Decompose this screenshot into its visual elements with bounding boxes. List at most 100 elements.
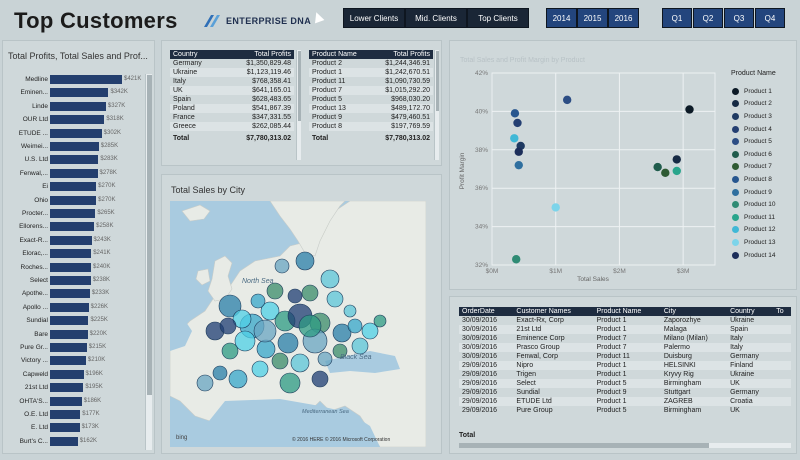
customer-bar[interactable]	[50, 182, 97, 192]
city-bubble[interactable]	[253, 319, 277, 343]
scatter-point[interactable]	[562, 95, 572, 105]
customer-bar-chart[interactable]: Medline $421K Eminen... $342K Linde $327K OUR …	[3, 74, 143, 454]
sales-map[interactable]: North Sea Black Sea Mediterranean Sea bi…	[170, 201, 426, 447]
year-2016-button[interactable]: 2016	[608, 8, 639, 28]
city-bubble[interactable]	[317, 351, 333, 367]
legend-item[interactable]: Product 6	[732, 148, 796, 161]
city-bubble[interactable]	[228, 369, 248, 389]
customer-bar[interactable]	[50, 383, 84, 393]
orders-header[interactable]: Country	[727, 307, 774, 316]
customer-bar-row[interactable]: Bare $220K	[3, 329, 143, 340]
city-bubble[interactable]	[326, 290, 344, 308]
scatter-point[interactable]	[685, 105, 694, 114]
customer-bar[interactable]	[50, 101, 106, 111]
customer-bar[interactable]	[50, 356, 86, 366]
product-profits-table[interactable]: Product Name Total Profits Product 2 $1,24…	[309, 50, 433, 143]
customer-bar-row[interactable]: Roches... $240K	[3, 262, 143, 273]
customer-bar-row[interactable]: Apollo ... $226K	[3, 302, 143, 313]
city-bubble[interactable]	[298, 314, 322, 338]
orders-hscroll-thumb[interactable]	[459, 443, 709, 448]
table-row[interactable]: 29/09/2016 ETUDE Ltd Product 1 ZAGREB Croati…	[459, 397, 791, 406]
customer-bar[interactable]	[50, 436, 78, 446]
table-row[interactable]: Italy $768,358.41	[170, 77, 294, 86]
customer-bar-row[interactable]: Capweld $196K	[3, 369, 143, 380]
q2-button[interactable]: Q2	[693, 8, 723, 28]
table-row[interactable]: Product 5 $968,030.20	[309, 95, 433, 104]
customer-bar[interactable]	[50, 276, 91, 285]
bar-scrollbar[interactable]	[145, 74, 152, 450]
city-bubble[interactable]	[343, 304, 357, 318]
table-row[interactable]: 30/09/2016 Exact-Rx, Corp Product 1 Zaporoz…	[459, 316, 791, 325]
table-row[interactable]: Product 13 $489,172.70	[309, 104, 433, 113]
top-clients-button[interactable]: Top Clients	[467, 8, 529, 28]
table-row[interactable]: Germany $1,350,829.48	[170, 59, 294, 68]
customer-bar-row[interactable]: Apothe... $233K	[3, 288, 143, 299]
customer-bar[interactable]	[50, 209, 96, 218]
customer-bar-row[interactable]: OUR Ltd $318K	[3, 114, 143, 125]
scatter-point[interactable]	[514, 160, 523, 170]
customer-bar-row[interactable]: Select $238K	[3, 275, 143, 286]
city-bubble[interactable]	[218, 294, 242, 318]
country-scroll-thumb[interactable]	[298, 51, 301, 121]
legend-item[interactable]: Product 5	[732, 135, 796, 148]
product-header[interactable]: Product Name	[309, 50, 371, 59]
city-bubble[interactable]	[351, 337, 369, 355]
customer-bar-row[interactable]: Ohio $270K	[3, 195, 143, 206]
city-bubble[interactable]	[332, 343, 348, 359]
scatter-point[interactable]	[551, 203, 560, 212]
customer-bar-row[interactable]: OHTA'S... $186K	[3, 396, 143, 407]
city-bubble[interactable]	[320, 269, 340, 289]
city-bubble[interactable]	[250, 293, 266, 309]
table-row[interactable]: 29/09/2016 Trigen Product 1 Kryvy Rig Ukrain…	[459, 370, 791, 379]
city-bubble[interactable]	[232, 309, 252, 329]
customer-bar[interactable]	[50, 289, 90, 299]
orders-header[interactable]: City	[660, 307, 728, 316]
customer-bar-row[interactable]: Ellorens... $258K	[3, 221, 143, 232]
country-table-scrollbar[interactable]	[296, 50, 301, 160]
customer-bar[interactable]	[50, 235, 92, 245]
customer-bar-row[interactable]: Weimei... $285K	[3, 141, 143, 152]
scatter-point[interactable]	[510, 109, 520, 118]
customer-bar[interactable]	[50, 128, 102, 138]
customer-bar[interactable]	[50, 168, 98, 178]
orders-header[interactable]: To	[773, 307, 791, 316]
customer-bar[interactable]	[50, 343, 87, 352]
scatter-point[interactable]	[510, 134, 519, 143]
table-row[interactable]: 30/09/2016 Prasco Group Product 7 Palermo It…	[459, 343, 791, 352]
city-bubble[interactable]	[221, 342, 239, 360]
orders-hscrollbar[interactable]	[459, 443, 791, 448]
city-bubble[interactable]	[287, 288, 303, 304]
table-row[interactable]: UK $641,165.01	[170, 86, 294, 95]
city-bubble[interactable]	[361, 322, 379, 340]
table-row[interactable]: 29/09/2016 Sundial Product 9 Stuttgart Germa…	[459, 388, 791, 397]
customer-bar-row[interactable]: E. Ltd $173K	[3, 422, 143, 433]
orders-header[interactable]: Customer Names	[513, 307, 594, 316]
city-bubble[interactable]	[301, 284, 319, 302]
table-row[interactable]: Poland $541,867.39	[170, 104, 294, 113]
table-row[interactable]: 29/09/2016 Pure Group Product 5 Birmingham U…	[459, 406, 791, 415]
city-bubble[interactable]	[332, 323, 352, 343]
customer-bar-row[interactable]: Pure Gr... $215K	[3, 342, 143, 353]
city-bubble[interactable]	[196, 374, 214, 392]
city-bubble[interactable]	[256, 339, 276, 359]
year-2015-button[interactable]: 2015	[577, 8, 608, 28]
table-row[interactable]: France $347,331.55	[170, 113, 294, 122]
customer-bar-row[interactable]: Burt's C... $162K	[3, 436, 143, 447]
customer-bar-row[interactable]: Exact-R... $243K	[3, 235, 143, 246]
customer-bar[interactable]	[50, 410, 81, 419]
customer-bar[interactable]	[50, 329, 88, 339]
table-row[interactable]: 29/09/2016 Select Product 5 Birmingham UK	[459, 379, 791, 388]
city-bubble[interactable]	[274, 258, 290, 274]
scatter-point[interactable]	[514, 147, 523, 156]
customer-bar[interactable]	[50, 302, 89, 312]
country-header[interactable]: Total Profits	[220, 50, 294, 59]
table-row[interactable]: Product 8 $197,769.59	[309, 122, 433, 131]
lower-clients-button[interactable]: Lower Clients	[343, 8, 405, 28]
q4-button[interactable]: Q4	[755, 8, 785, 28]
legend-item[interactable]: Product 9	[732, 186, 796, 199]
city-bubble[interactable]	[311, 370, 329, 388]
scatter-point[interactable]	[661, 168, 670, 178]
scatter-point[interactable]	[672, 166, 681, 176]
table-row[interactable]: Greece $262,085.44	[170, 122, 294, 131]
scatter-point[interactable]	[512, 255, 521, 264]
